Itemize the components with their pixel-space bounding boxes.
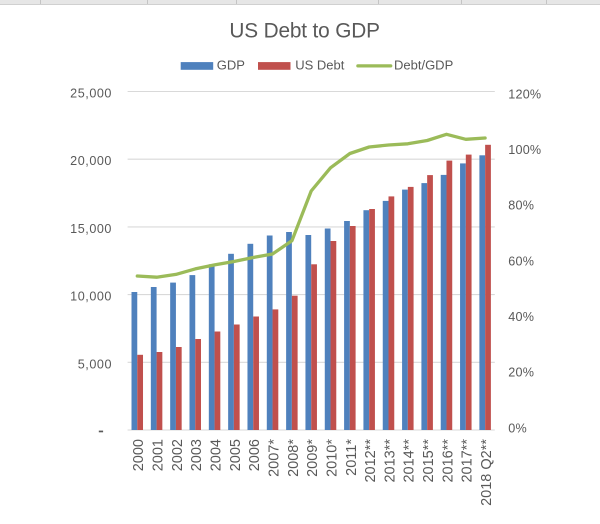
svg-text:Debt/GDP: Debt/GDP — [394, 58, 453, 73]
svg-text:15,000: 15,000 — [70, 222, 112, 236]
svg-text:0%: 0% — [508, 421, 527, 435]
svg-text:2011*: 2011* — [344, 439, 360, 476]
svg-text:GDP: GDP — [217, 58, 245, 73]
svg-text:2016**: 2016** — [440, 439, 456, 483]
svg-text:2000: 2000 — [131, 439, 147, 471]
svg-text:10,000: 10,000 — [70, 290, 112, 304]
svg-text:80%: 80% — [508, 199, 534, 213]
svg-text:20%: 20% — [508, 366, 534, 380]
svg-text:2008*: 2008* — [286, 439, 302, 477]
svg-text:2002: 2002 — [170, 439, 186, 471]
svg-text:120%: 120% — [508, 87, 541, 101]
svg-text:100%: 100% — [508, 143, 541, 157]
svg-text:2007*: 2007* — [266, 439, 282, 477]
svg-text:2005: 2005 — [228, 439, 244, 471]
svg-text:5,000: 5,000 — [78, 357, 112, 371]
svg-text:2012**: 2012** — [363, 439, 379, 483]
svg-text:20,000: 20,000 — [70, 154, 112, 168]
svg-text:2014**: 2014** — [402, 439, 418, 483]
svg-text:40%: 40% — [508, 310, 534, 324]
svg-text:2003: 2003 — [189, 439, 205, 471]
svg-text:US Debt: US Debt — [295, 58, 345, 73]
svg-text:2018 Q2**: 2018 Q2** — [479, 439, 495, 506]
svg-text:2006: 2006 — [247, 439, 263, 471]
svg-text:2010*: 2010* — [324, 439, 340, 477]
svg-text:25,000: 25,000 — [70, 87, 112, 101]
svg-text:2017**: 2017** — [460, 439, 476, 483]
svg-text:2009*: 2009* — [305, 439, 321, 477]
svg-text:US Debt to GDP: US Debt to GDP — [229, 20, 379, 43]
svg-text:60%: 60% — [508, 254, 534, 268]
svg-text:2001: 2001 — [151, 439, 167, 471]
svg-text:2004: 2004 — [209, 439, 225, 471]
svg-text:2013**: 2013** — [382, 439, 398, 483]
svg-text:2015**: 2015** — [421, 439, 437, 483]
